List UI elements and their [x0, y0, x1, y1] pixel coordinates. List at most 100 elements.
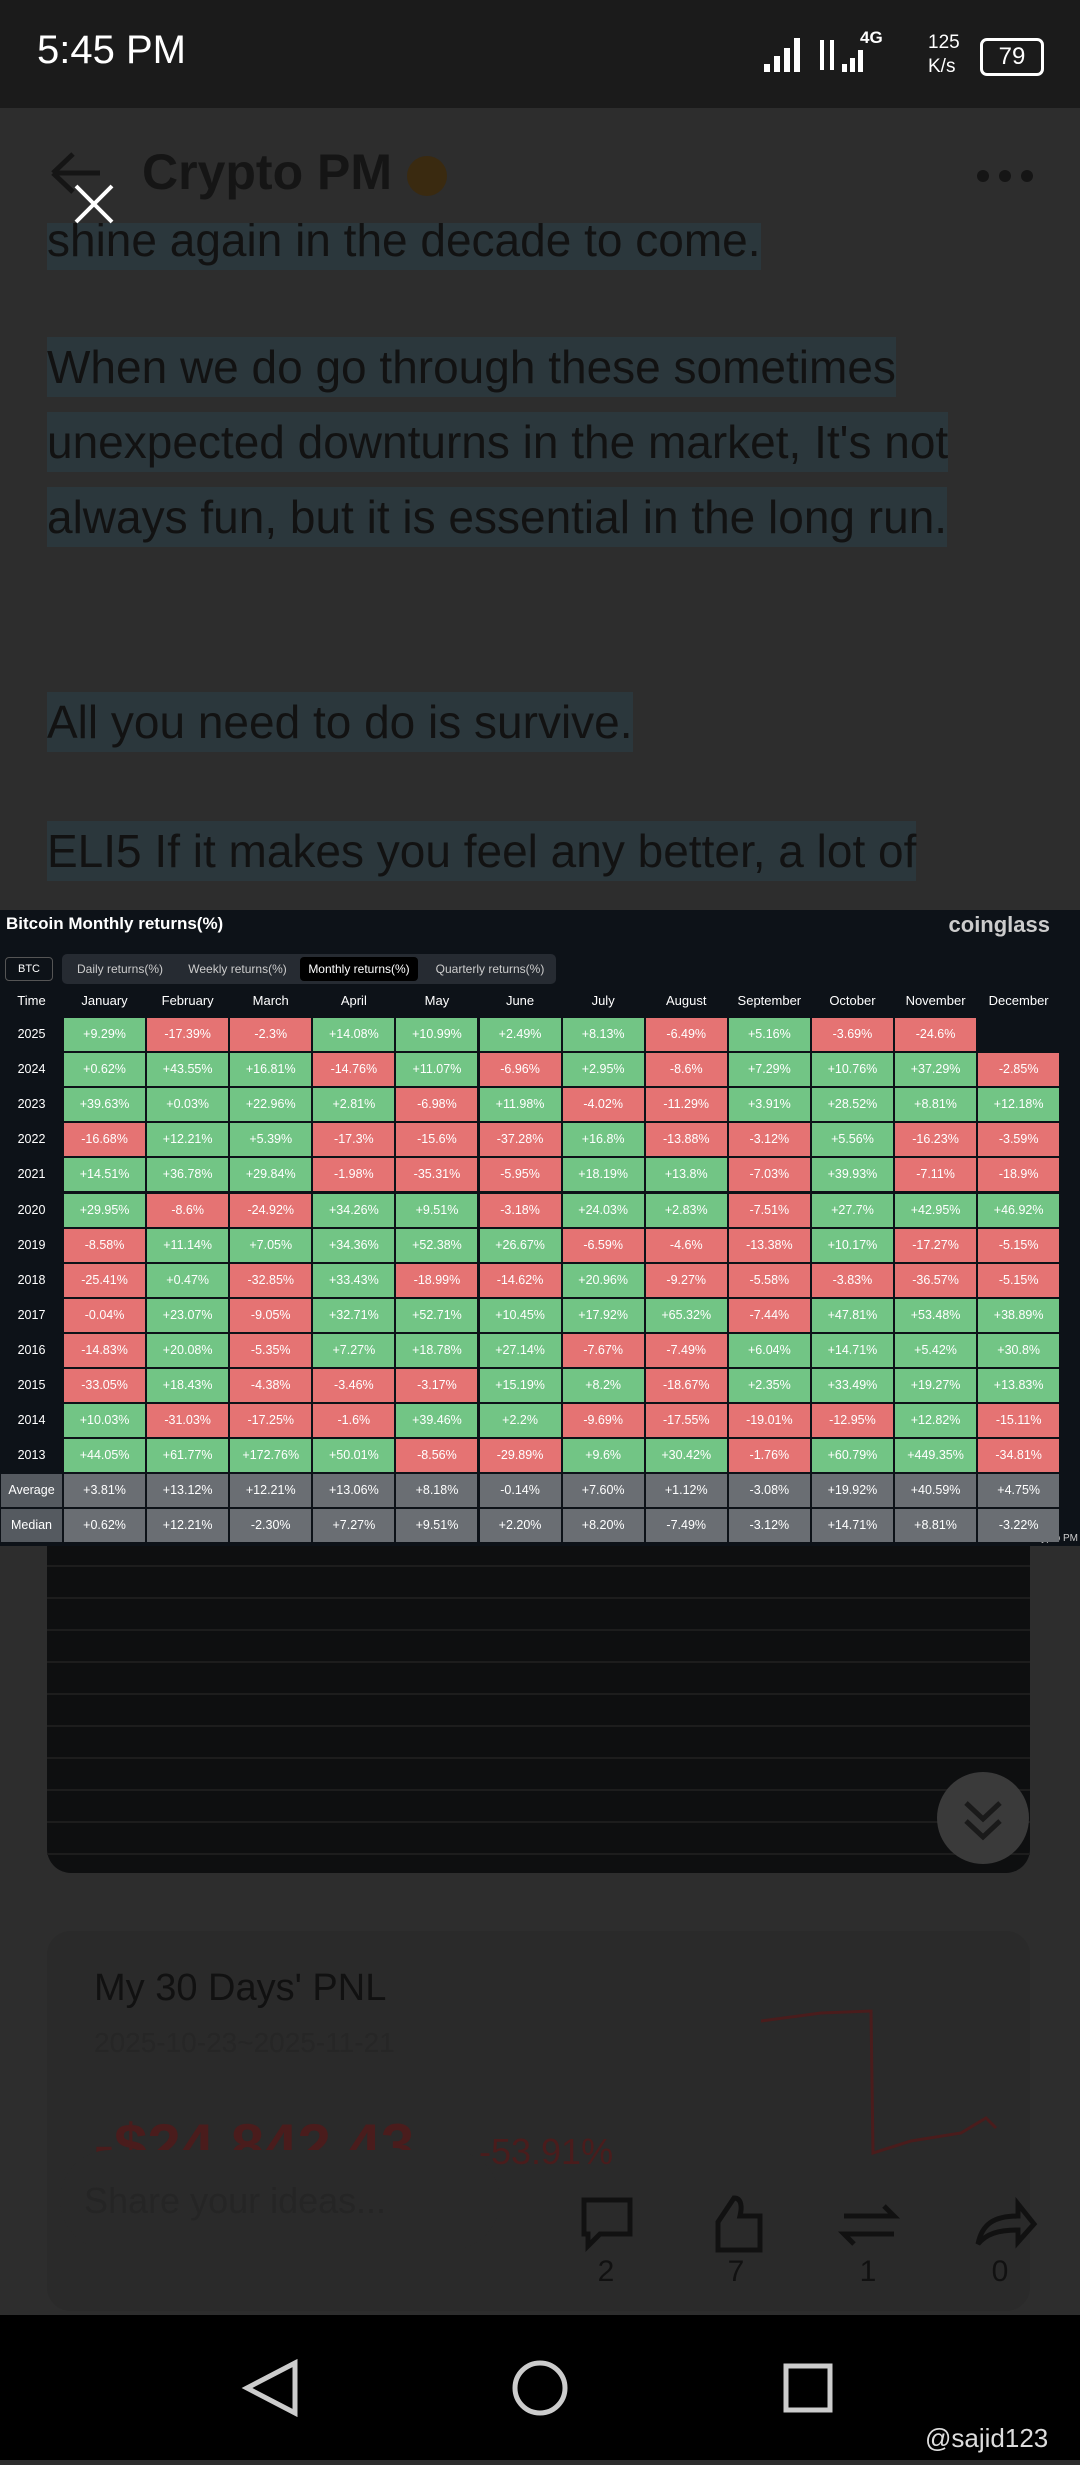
close-button[interactable] — [72, 182, 116, 226]
return-cell: -34.81% — [978, 1439, 1060, 1473]
row-label: Median — [1, 1509, 62, 1543]
return-cell: -31.03% — [147, 1404, 229, 1438]
nav-back[interactable] — [241, 2358, 298, 2418]
return-cell: +11.07% — [396, 1053, 478, 1087]
return-cell: -3.46% — [313, 1369, 395, 1402]
return-cell: -6.49% — [645, 1018, 727, 1051]
return-cell: -37.28% — [479, 1123, 561, 1157]
nav-bar: @sajid123 — [0, 2315, 1080, 2460]
return-cell: +29.95% — [64, 1193, 146, 1227]
return-cell: +28.52% — [811, 1088, 893, 1122]
tab[interactable]: Monthly returns(%) — [300, 957, 418, 981]
return-cell: +24.03% — [562, 1193, 644, 1227]
return-cell: -4.6% — [645, 1228, 727, 1262]
nav-home[interactable] — [512, 2360, 568, 2416]
return-cell: -4.38% — [230, 1369, 312, 1402]
comment-count: 2 — [597, 2255, 615, 2288]
row-label: 2019 — [17, 1237, 46, 1252]
table-title: Bitcoin Monthly returns(%) — [6, 914, 224, 933]
paragraph-text: When we do go through these sometimes un… — [47, 337, 949, 547]
column-header: September — [737, 993, 802, 1008]
repost-icon[interactable] — [837, 2204, 901, 2246]
back-button[interactable] — [45, 148, 105, 198]
return-cell: +53.48% — [895, 1298, 977, 1332]
return-cell: +33.49% — [811, 1369, 893, 1402]
return-cell: -17.25% — [230, 1404, 312, 1438]
return-cell: +4.75% — [978, 1474, 1060, 1508]
return-cell: +12.21% — [147, 1509, 229, 1543]
return-cell: -1.98% — [313, 1158, 395, 1192]
return-cell: +50.01% — [313, 1439, 395, 1473]
return-cell: -14.83% — [64, 1333, 146, 1367]
return-cell: +0.62% — [64, 1509, 146, 1543]
return-cell: +27.14% — [479, 1333, 561, 1367]
return-cell: -15.6% — [396, 1123, 478, 1157]
return-cell: -7.49% — [645, 1509, 727, 1543]
return-cell: -12.95% — [811, 1404, 893, 1438]
row-label: 2013 — [17, 1448, 46, 1463]
return-cell: -7.44% — [728, 1298, 810, 1332]
return-cell: +22.96% — [230, 1088, 312, 1122]
pnl-card: My 30 Days' PNL 2025-10-23~2025-11-21 -$… — [47, 1931, 1030, 2311]
comment-icon[interactable] — [581, 2197, 633, 2253]
blurred-grid — [47, 1565, 1030, 1855]
return-cell: +14.08% — [313, 1018, 395, 1051]
return-cell: +52.71% — [396, 1298, 478, 1332]
return-cell: -3.17% — [396, 1369, 478, 1402]
return-cell: +37.29% — [895, 1053, 977, 1087]
repost-count: 1 — [859, 2255, 877, 2288]
header: Crypto PM — [0, 108, 1080, 223]
like-count: 7 — [727, 2255, 745, 2288]
blurred-image — [47, 1546, 1030, 1873]
return-cell: +36.78% — [147, 1158, 229, 1192]
return-cell: +15.19% — [479, 1369, 561, 1402]
return-cell: +29.84% — [230, 1158, 312, 1192]
return-cell: +172.76% — [230, 1439, 312, 1473]
return-cell: +14.71% — [811, 1509, 893, 1543]
return-cell: +34.36% — [313, 1228, 395, 1262]
tab[interactable]: Quarterly returns(%) — [435, 962, 545, 976]
return-cell: +9.29% — [64, 1018, 146, 1051]
return-cell: +20.96% — [562, 1263, 644, 1297]
return-cell: -5.15% — [978, 1263, 1060, 1297]
return-cell: -7.03% — [728, 1158, 810, 1192]
return-cell: +5.16% — [728, 1018, 810, 1051]
share-icon[interactable] — [975, 2196, 1038, 2249]
column-header: May — [424, 993, 450, 1008]
return-cell: -18.67% — [645, 1369, 727, 1402]
return-cell: -1.6% — [313, 1404, 395, 1438]
column-header: June — [505, 993, 535, 1008]
return-cell: -19.01% — [728, 1404, 810, 1438]
return-cell: +42.95% — [895, 1193, 977, 1227]
return-cell: -3.12% — [728, 1509, 810, 1543]
like-icon[interactable] — [715, 2195, 763, 2253]
return-cell: -6.96% — [479, 1053, 561, 1087]
scroll-down-button[interactable] — [936, 1771, 1030, 1865]
return-cell: -17.39% — [147, 1018, 229, 1051]
return-cell: +39.63% — [64, 1088, 146, 1122]
return-cell: -5.15% — [978, 1228, 1060, 1262]
return-cell: -8.6% — [147, 1193, 229, 1227]
tab[interactable]: Daily returns(%) — [76, 962, 163, 976]
return-cell: +2.83% — [645, 1193, 727, 1227]
row-label: 2024 — [17, 1062, 46, 1077]
return-cell: +18.19% — [562, 1158, 644, 1192]
more-button[interactable] — [975, 168, 1035, 184]
column-header: July — [591, 993, 615, 1008]
nav-recents[interactable] — [783, 2363, 833, 2413]
return-cell: +5.39% — [230, 1123, 312, 1157]
return-cell: +10.99% — [396, 1018, 478, 1051]
row-label: 2018 — [17, 1272, 46, 1287]
comment-input[interactable]: Share your ideas... — [60, 2150, 500, 2250]
column-header: February — [161, 993, 214, 1008]
return-cell: +8.18% — [396, 1474, 478, 1508]
column-header: August — [665, 993, 707, 1008]
return-cell: +9.51% — [396, 1193, 478, 1227]
tab[interactable]: Weekly returns(%) — [188, 962, 287, 976]
return-cell: +10.76% — [811, 1053, 893, 1087]
coin-select[interactable]: BTC — [5, 957, 53, 981]
return-cell: +0.47% — [147, 1263, 229, 1297]
return-cell: +12.18% — [978, 1088, 1060, 1122]
watermark: @sajid123 — [925, 2423, 1049, 2453]
author-name: Crypto PM — [142, 144, 392, 200]
